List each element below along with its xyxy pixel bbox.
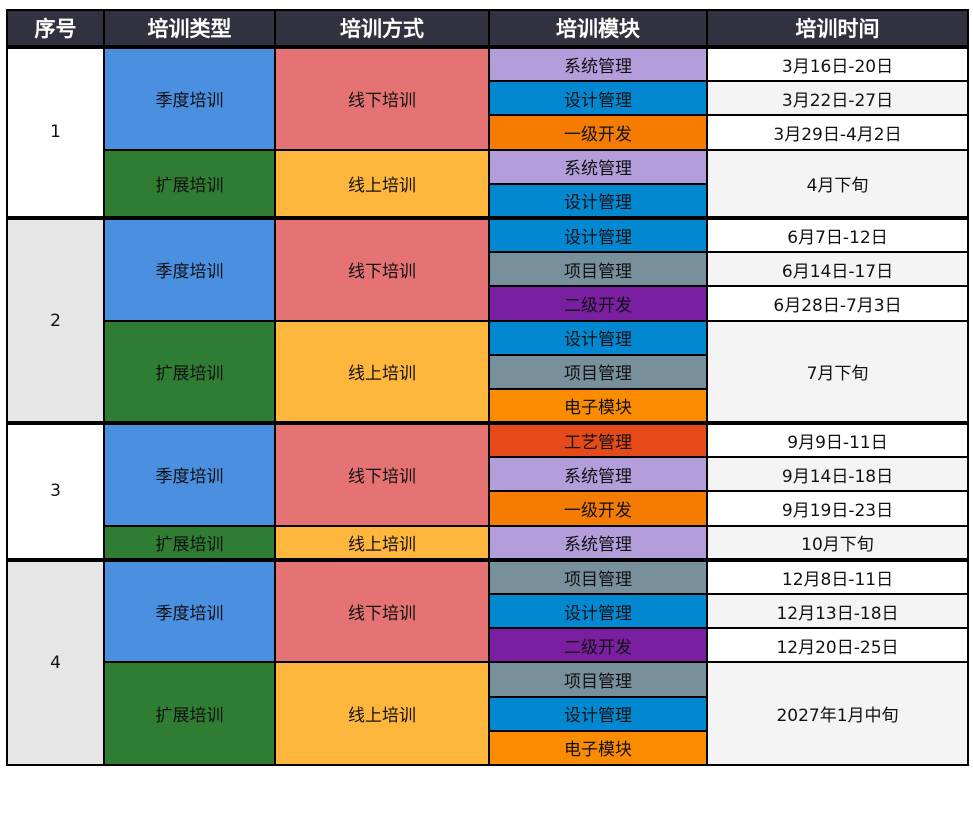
training-schedule-table: 序号 培训类型 培训方式 培训模块 培训时间 1 季度培训 线下培训 系统管理 3月16… bbox=[6, 9, 969, 766]
training-time-cell: 12月20日-25日 bbox=[706, 627, 969, 664]
training-module-cell: 设计管理 bbox=[488, 695, 708, 732]
training-module-cell: 电子模块 bbox=[488, 387, 708, 425]
training-module-cell: 项目管理 bbox=[488, 353, 708, 390]
training-mode-cell: 线上培训 bbox=[274, 524, 490, 561]
training-type-cell: 季度培训 bbox=[103, 557, 276, 664]
training-module-cell: 二级开发 bbox=[488, 285, 708, 322]
header-module: 培训模块 bbox=[488, 9, 708, 48]
training-mode-cell: 线上培训 bbox=[274, 661, 490, 766]
training-time-cell: 7月下旬 bbox=[706, 319, 969, 425]
index-cell: 4 bbox=[6, 557, 105, 766]
table-row: 设计管理 12月13日-18日 bbox=[7, 592, 969, 630]
table-row: 一级开发 3月29日-4月2日 bbox=[7, 114, 969, 151]
training-time-cell: 6月7日-12日 bbox=[706, 215, 969, 254]
training-time-cell: 12月8日-11日 bbox=[706, 557, 969, 596]
training-mode-cell: 线下培训 bbox=[274, 45, 490, 151]
training-type-cell: 季度培训 bbox=[103, 421, 276, 527]
training-module-cell: 系统管理 bbox=[488, 44, 708, 83]
training-time-cell: 3月29日-4月2日 bbox=[706, 114, 969, 151]
training-time-cell: 9月14日-18日 bbox=[706, 456, 969, 493]
table-row: 电子模块 bbox=[7, 387, 968, 425]
training-type-cell: 扩展培训 bbox=[103, 661, 276, 766]
table-row: 1 季度培训 线下培训 系统管理 3月16日-20日 bbox=[6, 44, 969, 219]
index-cell: 2 bbox=[6, 215, 105, 425]
training-module-cell: 设计管理 bbox=[488, 182, 708, 219]
training-time-cell: 6月28日-7月3日 bbox=[706, 285, 969, 322]
training-module-cell: 工艺管理 bbox=[488, 421, 708, 459]
training-module-cell: 系统管理 bbox=[488, 456, 708, 493]
training-mode-cell: 线上培训 bbox=[274, 148, 490, 219]
index-cell: 1 bbox=[6, 45, 105, 219]
training-module-cell: 二级开发 bbox=[488, 627, 708, 664]
training-module-cell: 系统管理 bbox=[488, 524, 708, 561]
training-type-cell: 季度培训 bbox=[103, 215, 276, 322]
index-cell: 3 bbox=[6, 421, 105, 561]
training-time-cell: 9月9日-11日 bbox=[706, 421, 969, 459]
training-time-cell: 10月下旬 bbox=[706, 524, 969, 561]
training-type-cell: 扩展培训 bbox=[103, 524, 276, 561]
table-row: 二级开发 12月20日-25日 bbox=[7, 627, 969, 664]
table-row: 电子模块 bbox=[7, 729, 968, 766]
training-time-cell: 4月下旬 bbox=[706, 148, 969, 219]
training-time-cell: 12月13日-18日 bbox=[706, 592, 969, 630]
training-module-cell: 设计管理 bbox=[488, 215, 708, 254]
table-row: 二级开发 6月28日-7月3日 bbox=[7, 285, 969, 322]
header-row: 序号 培训类型 培训方式 培训模块 培训时间 bbox=[6, 9, 969, 48]
table-row: 3 季度培训 线下培训 工艺管理 9月9日-11日 bbox=[6, 421, 969, 561]
training-mode-cell: 线下培训 bbox=[274, 215, 490, 322]
training-mode-cell: 线上培训 bbox=[274, 319, 490, 425]
header-type: 培训类型 bbox=[103, 9, 276, 48]
training-module-cell: 一级开发 bbox=[488, 114, 708, 151]
training-time-cell: 9月19日-23日 bbox=[706, 490, 969, 527]
header-time: 培训时间 bbox=[706, 9, 969, 48]
table-row: 一级开发 9月19日-23日 bbox=[7, 490, 969, 527]
training-time-cell: 3月16日-20日 bbox=[706, 44, 969, 83]
table-row: 项目管理 6月14日-17日 bbox=[7, 251, 969, 288]
training-mode-cell: 线下培训 bbox=[274, 557, 490, 664]
training-module-cell: 系统管理 bbox=[488, 148, 708, 185]
training-time-cell: 2027年1月中旬 bbox=[706, 661, 969, 766]
table-body: 1 季度培训 线下培训 系统管理 3月16日-20日 设计管理 3月22日-27日 一级开发 3… bbox=[6, 44, 969, 766]
training-module-cell: 设计管理 bbox=[488, 80, 708, 117]
training-time-cell: 6月14日-17日 bbox=[706, 251, 969, 288]
table-row: 2 季度培训 线下培训 设计管理 6月7日-12日 bbox=[6, 215, 969, 425]
table-row: 扩展培训 线上培训 系统管理 10月下旬 bbox=[7, 524, 969, 561]
training-module-cell: 设计管理 bbox=[488, 592, 708, 630]
header-mode: 培训方式 bbox=[274, 9, 490, 48]
training-time-cell: 3月22日-27日 bbox=[706, 80, 969, 117]
training-mode-cell: 线下培训 bbox=[274, 421, 490, 527]
table-row: 设计管理 3月22日-27日 bbox=[7, 80, 969, 117]
training-module-cell: 一级开发 bbox=[488, 490, 708, 527]
table-row: 项目管理 bbox=[7, 353, 968, 390]
training-type-cell: 扩展培训 bbox=[103, 319, 276, 425]
training-module-cell: 项目管理 bbox=[488, 251, 708, 288]
training-module-cell: 项目管理 bbox=[488, 661, 708, 698]
training-module-cell: 设计管理 bbox=[488, 319, 708, 356]
training-module-cell: 项目管理 bbox=[488, 557, 708, 596]
table-row: 4 季度培训 线下培训 项目管理 12月8日-11日 bbox=[6, 557, 969, 766]
table-row: 系统管理 9月14日-18日 bbox=[7, 456, 969, 493]
training-module-cell: 电子模块 bbox=[488, 729, 708, 766]
training-type-cell: 扩展培训 bbox=[103, 148, 276, 219]
training-type-cell: 季度培训 bbox=[103, 45, 276, 151]
table-row: 设计管理 bbox=[7, 695, 968, 732]
table-row: 扩展培训 线上培训 设计管理 7月下旬 bbox=[7, 319, 969, 425]
header-index: 序号 bbox=[6, 9, 105, 48]
table-row: 扩展培训 线上培训 系统管理 4月下旬 bbox=[7, 148, 969, 219]
table-row: 扩展培训 线上培训 项目管理 2027年1月中旬 bbox=[7, 661, 969, 766]
table-row: 设计管理 bbox=[7, 182, 968, 219]
